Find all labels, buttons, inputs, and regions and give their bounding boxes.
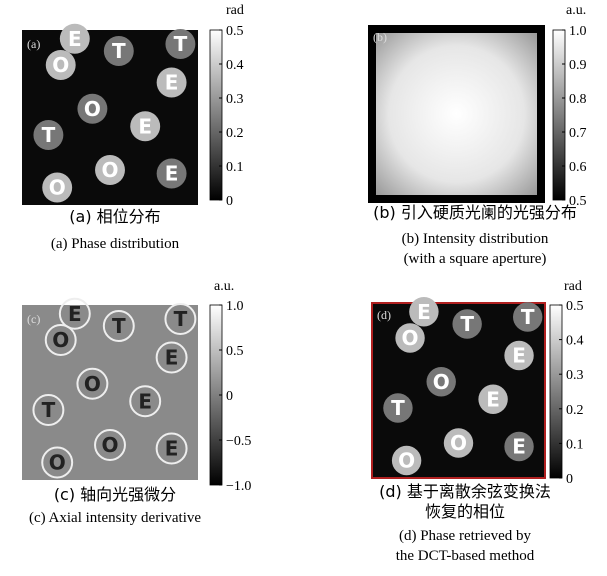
panel-label: (d) [377, 308, 391, 322]
colorbar-tick-label: 0.8 [569, 92, 587, 107]
glyph: E [486, 387, 500, 411]
colorbar-tick-label: 0.4 [226, 58, 244, 73]
colorbar [210, 30, 222, 200]
panel-label: (a) [27, 37, 40, 51]
glyph: E [68, 302, 82, 326]
panel-label: (c) [27, 312, 40, 326]
glyph: T [174, 32, 188, 56]
caption-zh: (b) 引入硬质光阑的光强分布 [373, 203, 577, 222]
colorbar [550, 305, 562, 478]
glyph: E [165, 437, 179, 461]
colorbar-tick-label: 0.5 [566, 299, 584, 314]
colorbar-tick-label: 0.6 [569, 160, 587, 175]
colorbar-tick-label: 0.9 [569, 58, 587, 73]
colorbar-tick-label: 0.2 [566, 403, 584, 418]
glyph: E [68, 27, 82, 51]
glyph: O [402, 326, 419, 350]
glyph: O [49, 176, 66, 200]
glyph: T [42, 123, 56, 147]
colorbar-tick-label: 1.0 [569, 24, 587, 39]
caption-zh: (d) 基于离散余弦变换法 [379, 482, 551, 501]
intensity-image [376, 33, 537, 195]
caption-en: (a) Phase distribution [51, 236, 180, 252]
colorbar-tick-label: 0 [226, 194, 233, 209]
colorbar-tick-label: −0.5 [226, 434, 251, 449]
glyph: O [52, 328, 69, 352]
glyph: T [112, 314, 126, 338]
colorbar-tick-label: 0.1 [566, 437, 584, 452]
caption-en: (b) Intensity distribution [402, 231, 549, 247]
caption-en: the DCT-based method [396, 548, 535, 564]
glyph: O [101, 433, 118, 457]
glyph: E [512, 435, 526, 459]
glyph: E [165, 346, 179, 370]
glyph: O [49, 451, 66, 475]
glyph: O [433, 370, 450, 394]
colorbar [553, 30, 565, 200]
colorbar-tick-label: 0.2 [226, 126, 244, 141]
glyph: O [52, 53, 69, 77]
colorbar-tick-label: 0.4 [566, 334, 584, 349]
glyph: E [138, 114, 152, 138]
colorbar-tick-label: 0.7 [569, 126, 587, 141]
glyph: O [84, 97, 101, 121]
caption-en: (with a square aperture) [404, 251, 547, 267]
glyph: E [138, 389, 152, 413]
glyph: O [84, 372, 101, 396]
glyph: E [417, 300, 431, 324]
caption-en: (d) Phase retrieved by [399, 528, 532, 544]
colorbar-unit: a.u. [214, 279, 234, 294]
figure: OTEOETOEOTE(a)rad0.50.40.30.20.10(a) 相位分… [0, 0, 607, 571]
colorbar-tick-label: 0.3 [566, 368, 584, 383]
caption-zh: (a) 相位分布 [69, 207, 160, 226]
caption-zh: (c) 轴向光强微分 [54, 485, 176, 504]
colorbar-tick-label: 0.5 [226, 344, 244, 359]
glyph: T [391, 396, 405, 420]
colorbar-tick-label: 0.3 [226, 92, 244, 107]
glyph: T [174, 307, 188, 331]
colorbar-tick-label: 0.1 [226, 160, 244, 175]
glyph: E [165, 71, 179, 95]
glyph: T [112, 39, 126, 63]
colorbar-tick-label: 0 [566, 472, 573, 487]
colorbar-tick-label: 0 [226, 389, 233, 404]
glyph: T [521, 305, 535, 329]
caption-en: (c) Axial intensity derivative [29, 510, 201, 526]
colorbar-tick-label: 1.0 [226, 299, 244, 314]
glyph: O [450, 431, 467, 455]
colorbar-tick-label: −1.0 [226, 479, 251, 494]
colorbar-tick-label: 0.5 [226, 24, 244, 39]
panel-label: (b) [373, 30, 387, 44]
glyph: T [460, 312, 474, 336]
glyph: O [101, 158, 118, 182]
caption-zh: 恢复的相位 [425, 502, 505, 521]
glyph: O [398, 449, 415, 473]
colorbar-unit: rad [564, 279, 582, 294]
colorbar-unit: a.u. [566, 3, 586, 18]
glyph: E [165, 162, 179, 186]
glyph: E [512, 344, 526, 368]
colorbar-unit: rad [226, 3, 244, 18]
glyph: T [42, 398, 56, 422]
